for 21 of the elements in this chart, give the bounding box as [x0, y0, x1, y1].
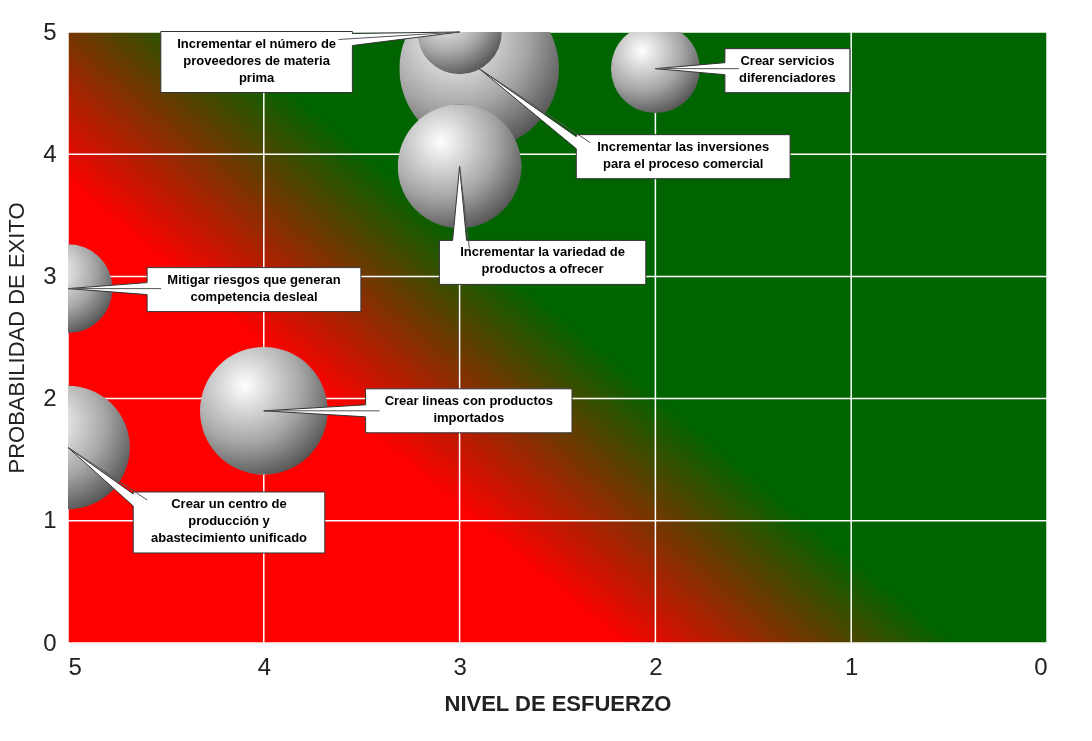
x-tick-label: 0 — [1034, 652, 1048, 680]
y-tick-label: 2 — [43, 384, 57, 412]
x-tick-label: 2 — [649, 652, 663, 680]
y-tick-label: 1 — [43, 506, 57, 534]
x-tick-label: 1 — [845, 652, 859, 680]
y-tick-label: 0 — [43, 628, 57, 656]
annotation: Crear lineas con productos importados — [384, 392, 553, 425]
annotation: Crear servicios diferenciadores — [738, 52, 836, 85]
annotation: Incrementar las inversiones para el proceso comercial — [597, 138, 770, 171]
y-axis-title: PROBABILIDAD DE EXITO — [4, 202, 30, 474]
x-tick-label: 3 — [453, 652, 467, 680]
y-tick-label: 5 — [43, 17, 57, 45]
x-axis-title: NIVEL DE ESFUERZO — [444, 690, 672, 716]
y-tick-label: 3 — [43, 261, 57, 289]
annotation: Crear un centro de producción y abastecimiento unificado — [150, 495, 308, 545]
annotation: Incrementar la variedad de productos a ofrecer — [460, 244, 625, 277]
x-tick-label: 5 — [68, 652, 82, 680]
annotation: Incrementar el número de proveedores de materia prima — [177, 35, 337, 85]
x-tick-label: 4 — [257, 652, 271, 680]
y-tick-label: 4 — [43, 139, 57, 167]
annotation: Mitigar riesgos que generan competencia desleal — [167, 271, 341, 304]
